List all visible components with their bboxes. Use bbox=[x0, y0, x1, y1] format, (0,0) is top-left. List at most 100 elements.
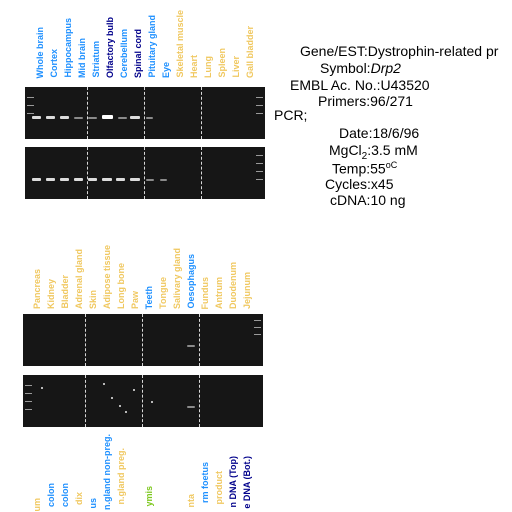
pcr-band bbox=[116, 178, 125, 181]
gel-speck bbox=[133, 389, 135, 391]
lane-label: Spleen bbox=[217, 48, 227, 78]
temp-value: 55 bbox=[370, 160, 386, 177]
info-primers: Primers:96/271 bbox=[318, 93, 413, 109]
info-gene: Gene/EST:Dystrophin-related pr bbox=[300, 43, 498, 59]
lane-label: product bbox=[214, 471, 224, 505]
lane-label: Olfactory bulb bbox=[105, 16, 115, 78]
pcr-band bbox=[46, 178, 55, 181]
gel-panel2-bottom bbox=[23, 375, 263, 427]
pcr-band bbox=[60, 116, 69, 119]
cycles-key: Cycles: bbox=[325, 176, 371, 192]
lane-label: Heart bbox=[189, 54, 199, 78]
lane-label: Oesophagus bbox=[186, 254, 196, 309]
ladder-band bbox=[25, 385, 32, 386]
lane-label: Cortex bbox=[49, 49, 59, 78]
gel-divider bbox=[199, 375, 200, 427]
pcr-band bbox=[160, 179, 167, 181]
lane-label: Pancreas bbox=[32, 268, 42, 309]
lane-label: Adipose tissue bbox=[102, 244, 112, 309]
gel-speck bbox=[151, 401, 153, 403]
cdna-key: cDNA: bbox=[330, 192, 371, 208]
info-symbol: Symbol:Drp2 bbox=[320, 60, 401, 76]
gel-speck bbox=[111, 397, 113, 399]
symbol-key: Symbol: bbox=[320, 60, 371, 76]
pcr-band bbox=[32, 116, 41, 119]
lane-label: ymis bbox=[144, 486, 154, 507]
info-mgcl2: MgCl2:3.5 mM bbox=[329, 142, 418, 162]
lane-label: Whole brain bbox=[35, 26, 45, 79]
cdna-value: 10 ng bbox=[370, 192, 406, 208]
lane-label: colon bbox=[46, 483, 56, 507]
ladder-band bbox=[256, 179, 263, 180]
mgcl-subscript: 2 bbox=[361, 150, 368, 162]
lane-label: Jejunum bbox=[242, 271, 252, 309]
lane-label: n.gland preg. bbox=[116, 448, 126, 505]
lane-label: nta bbox=[186, 494, 196, 508]
pcr-band bbox=[187, 406, 195, 408]
lane-label: n.gland non-preg. bbox=[102, 434, 112, 510]
temp-unit: oC bbox=[385, 160, 398, 170]
date-value: 18/6/96 bbox=[372, 125, 420, 141]
gel-speck bbox=[103, 383, 105, 385]
gel-divider bbox=[87, 87, 88, 139]
gel-divider bbox=[201, 147, 202, 199]
date-key: Date: bbox=[339, 125, 373, 141]
lane-label: Skin bbox=[88, 289, 98, 309]
lane-label: Hippocampus bbox=[63, 18, 73, 78]
gel-divider bbox=[85, 314, 86, 366]
gel-divider bbox=[144, 87, 145, 139]
pcr-band bbox=[130, 178, 140, 181]
gel-divider bbox=[144, 147, 145, 199]
ladder-band bbox=[254, 320, 261, 321]
primers-value: 96/271 bbox=[370, 93, 413, 109]
gel-panel2-top bbox=[23, 314, 263, 366]
ladder-band bbox=[27, 97, 34, 98]
pcr-band bbox=[187, 345, 195, 347]
gel-speck bbox=[119, 405, 121, 407]
ladder-band bbox=[27, 113, 34, 114]
lane-label: Eye bbox=[161, 61, 171, 78]
lane-label: Mid brain bbox=[77, 38, 87, 78]
info-cdna: cDNA:10 ng bbox=[330, 192, 406, 208]
mgcl-colon: : bbox=[367, 142, 372, 158]
lane-label: Pituitary gland bbox=[147, 15, 157, 78]
pcr-band bbox=[118, 117, 127, 119]
pcr-band bbox=[88, 117, 97, 119]
pcr-band bbox=[74, 117, 83, 119]
ladder-band bbox=[256, 113, 263, 114]
ladder-band bbox=[256, 171, 263, 172]
mgcl-key: MgCl bbox=[329, 142, 362, 158]
pcr-band bbox=[74, 178, 83, 181]
lane-label: Gall bladder bbox=[245, 25, 255, 78]
lane-label: n DNA (Top) bbox=[228, 456, 238, 508]
primers-key: Primers: bbox=[318, 93, 371, 109]
ladder-band bbox=[256, 155, 263, 156]
gel-divider bbox=[201, 87, 202, 139]
pcr-heading: PCR; bbox=[274, 107, 308, 123]
lane-label: dix bbox=[74, 492, 84, 506]
ladder-band bbox=[254, 334, 261, 335]
pcr-band bbox=[32, 178, 41, 181]
gel-panel1-bottom bbox=[25, 147, 265, 199]
info-temp: Temp:55oC bbox=[332, 160, 397, 177]
gel-divider bbox=[87, 147, 88, 199]
lane-label: Teeth bbox=[144, 285, 154, 309]
lane-label: Bladder bbox=[60, 275, 70, 309]
ladder-band bbox=[27, 105, 34, 106]
gel-divider bbox=[142, 314, 143, 366]
lane-label: Tongue bbox=[158, 277, 168, 309]
lane-label: Cerebellum bbox=[119, 28, 129, 78]
lane-label: Salivary gland bbox=[172, 247, 182, 309]
gene-value: Dystrophin-related pr bbox=[367, 43, 499, 59]
ladder-band bbox=[25, 393, 32, 394]
lane-label: Striatum bbox=[91, 41, 101, 78]
pcr-band bbox=[46, 116, 55, 119]
lane-label: Adrenal gland bbox=[74, 248, 84, 309]
pcr-band bbox=[102, 115, 113, 119]
pcr-band bbox=[130, 116, 140, 119]
cycles-value: x45 bbox=[370, 176, 394, 192]
lane-label: Antrum bbox=[214, 277, 224, 309]
pcr-band bbox=[146, 117, 153, 119]
lane-label: Long bone bbox=[116, 263, 126, 309]
info-date: Date:18/6/96 bbox=[339, 125, 419, 141]
